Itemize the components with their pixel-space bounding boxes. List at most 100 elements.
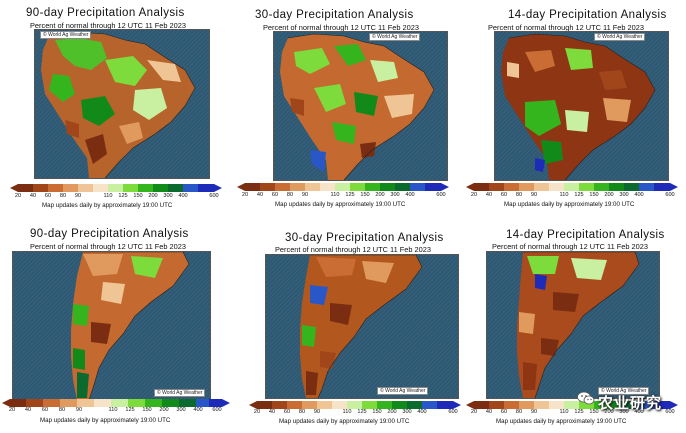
scale-tick: 20 <box>8 407 16 413</box>
scale-tick: 400 <box>634 409 644 415</box>
scale-tick: 300 <box>402 409 412 415</box>
scale-tick: 40 <box>485 409 493 415</box>
map-title: 30-day Precipitation Analysis <box>285 232 444 244</box>
scale-tick: 125 <box>574 192 584 198</box>
scale-tick: 110 <box>559 409 569 415</box>
scale-tick: 200 <box>604 409 614 415</box>
scale-tick: 125 <box>574 409 584 415</box>
scale-ticks: 20 40 60 80 90 110 125 150 200 300 400 6… <box>237 192 449 199</box>
scale-tick: 60 <box>283 409 291 415</box>
panel-14day-north: 14-day Precipitation Analysis Percent of… <box>458 0 686 216</box>
scale-tick: 150 <box>360 192 370 198</box>
scale-tick: 90 <box>75 407 83 413</box>
map-credit: © World Ag Weather <box>154 389 206 397</box>
scale-tick: 300 <box>619 192 629 198</box>
scale-tick: 40 <box>268 409 276 415</box>
scale-tick: 110 <box>559 192 569 198</box>
scale-tick: 150 <box>142 407 152 413</box>
scale-tick: 20 <box>470 409 478 415</box>
map-credit: © World Ag Weather <box>369 33 421 41</box>
scale-tick: 600 <box>665 409 675 415</box>
scale-tick: 60 <box>44 193 52 199</box>
scale-tick: 90 <box>530 192 538 198</box>
precip-map <box>12 251 211 401</box>
scale-tick: 60 <box>271 192 279 198</box>
color-scale-bar <box>249 401 461 409</box>
scale-ticks: 20 40 60 80 90 110 125 150 200 300 400 6… <box>2 407 230 414</box>
scale-tick: 80 <box>286 192 294 198</box>
map-credit: © World Ag Weather <box>40 31 92 39</box>
scale-tick: 110 <box>103 193 113 199</box>
scale-ticks: 20 40 60 80 90 110 125 150 200 300 400 6… <box>466 192 678 199</box>
scale-tick: 110 <box>342 409 352 415</box>
scale-tick: 400 <box>193 407 203 413</box>
scale-tick: 600 <box>212 407 222 413</box>
scale-tick: 600 <box>448 409 458 415</box>
scale-tick: 20 <box>241 192 249 198</box>
precip-map <box>34 29 210 179</box>
map-title: 90-day Precipitation Analysis <box>26 7 185 19</box>
scale-tick: 300 <box>176 407 186 413</box>
scale-tick: 60 <box>500 409 508 415</box>
scale-tick: 80 <box>515 192 523 198</box>
panel-14day-south: 14-day Precipitation Analysis Percent of… <box>458 217 686 433</box>
scale-tick: 40 <box>256 192 264 198</box>
panel-90day-north: 90-day Precipitation Analysis Percent of… <box>0 0 229 216</box>
map-title: 90-day Precipitation Analysis <box>30 228 189 240</box>
color-scale-bar <box>2 399 230 407</box>
scale-tick: 40 <box>485 192 493 198</box>
panel-30day-south: 30-day Precipitation Analysis Percent of… <box>229 217 461 433</box>
scale-tick: 150 <box>589 192 599 198</box>
map-subtitle: Percent of normal through 12 UTC 11 Feb … <box>492 242 648 251</box>
scale-tick: 80 <box>59 193 67 199</box>
scale-tick: 400 <box>178 193 188 199</box>
update-note: Map updates daily by approximately 19:00… <box>42 202 173 209</box>
map-subtitle: Percent of normal through 12 UTC 11 Feb … <box>30 242 186 251</box>
update-note: Map updates daily by approximately 19:00… <box>279 418 410 425</box>
scale-tick: 60 <box>500 192 508 198</box>
scale-tick: 110 <box>108 407 118 413</box>
scale-tick: 300 <box>390 192 400 198</box>
update-note: Map updates daily by approximately 19:00… <box>275 201 406 208</box>
map-subtitle: Percent of normal through 12 UTC 11 Feb … <box>263 23 419 32</box>
scale-tick: 600 <box>665 192 675 198</box>
scale-tick: 90 <box>301 192 309 198</box>
scale-tick: 300 <box>619 409 629 415</box>
map-subtitle: Percent of normal through 12 UTC 11 Feb … <box>488 23 644 32</box>
color-scale-bar <box>237 183 449 191</box>
map-credit: © World Ag Weather <box>377 387 429 395</box>
scale-tick: 40 <box>29 193 37 199</box>
scale-tick: 90 <box>313 409 321 415</box>
map-title: 14-day Precipitation Analysis <box>508 9 667 21</box>
color-scale-bar <box>10 184 222 192</box>
color-scale-bar <box>466 401 678 409</box>
panel-30day-north: 30-day Precipitation Analysis Percent of… <box>229 0 458 216</box>
scale-tick: 20 <box>253 409 261 415</box>
scale-tick: 400 <box>405 192 415 198</box>
map-subtitle: Percent of normal through 12 UTC 11 Feb … <box>30 21 186 30</box>
scale-tick: 400 <box>417 409 427 415</box>
update-note: Map updates daily by approximately 19:00… <box>40 417 171 424</box>
scale-tick: 20 <box>14 193 22 199</box>
scale-tick: 600 <box>436 192 446 198</box>
scale-tick: 90 <box>530 409 538 415</box>
scale-tick: 200 <box>148 193 158 199</box>
map-title: 30-day Precipitation Analysis <box>255 9 414 21</box>
scale-tick: 200 <box>604 192 614 198</box>
scale-tick: 125 <box>345 192 355 198</box>
precip-map <box>486 251 660 399</box>
update-note: Map updates daily by approximately 19:00… <box>504 201 635 208</box>
map-credit: © World Ag Weather <box>598 387 650 395</box>
scale-tick: 40 <box>24 407 32 413</box>
scale-tick: 150 <box>372 409 382 415</box>
scale-tick: 125 <box>118 193 128 199</box>
scale-tick: 80 <box>515 409 523 415</box>
scale-tick: 125 <box>125 407 135 413</box>
scale-ticks: 20 40 60 80 90 110 125 150 200 300 400 6… <box>249 409 461 416</box>
scale-tick: 110 <box>330 192 340 198</box>
scale-ticks: 20 40 60 80 90 110 125 150 200 300 400 6… <box>10 193 222 200</box>
scale-ticks: 20 40 60 80 90 110 125 150 200 300 400 6… <box>466 409 678 416</box>
watermark-text: 农业研究 <box>598 395 663 412</box>
scale-tick: 300 <box>163 193 173 199</box>
precip-map <box>273 31 448 181</box>
